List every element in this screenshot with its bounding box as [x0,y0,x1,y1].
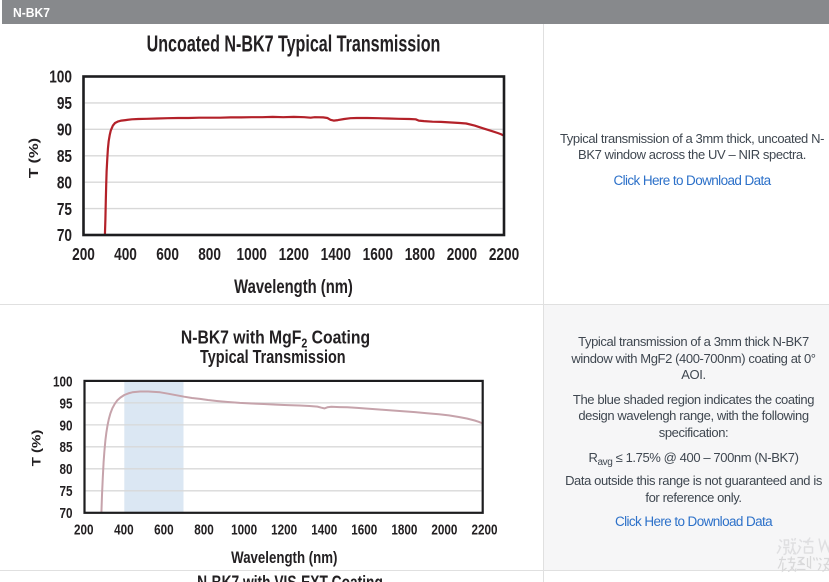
svg-text:100: 100 [53,373,73,390]
svg-text:Wavelength (nm): Wavelength (nm) [234,276,353,297]
svg-text:2200: 2200 [471,521,497,538]
svg-text:1800: 1800 [391,521,417,538]
svg-text:85: 85 [59,439,72,456]
svg-text:70: 70 [59,505,72,522]
svg-text:2000: 2000 [431,521,457,538]
svg-text:95: 95 [59,395,72,412]
svg-text:1400: 1400 [311,521,337,538]
svg-text:400: 400 [114,246,137,265]
svg-text:1400: 1400 [321,246,352,265]
svg-text:1000: 1000 [237,246,268,265]
svg-text:400: 400 [114,521,134,538]
svg-text:80: 80 [57,174,72,193]
svg-text:N-BK7 with VIS-EXT Coating: N-BK7 with VIS-EXT Coating [197,573,383,582]
svg-text:70: 70 [57,227,72,246]
svg-text:N-BK7 with MgF2 Coating: N-BK7 with MgF2 Coating [181,326,370,350]
svg-text:100: 100 [49,68,72,87]
svg-text:Wavelength (nm): Wavelength (nm) [231,548,337,567]
svg-text:1000: 1000 [231,521,257,538]
svg-text:600: 600 [156,246,179,265]
svg-text:1200: 1200 [271,521,297,538]
svg-text:800: 800 [198,246,221,265]
svg-text:2200: 2200 [489,246,520,265]
svg-text:75: 75 [59,483,72,500]
svg-text:600: 600 [154,521,174,538]
svg-text:1600: 1600 [351,521,377,538]
svg-text:90: 90 [57,121,72,140]
svg-text:T (%): T (%) [28,138,42,178]
svg-text:1800: 1800 [405,246,436,265]
svg-text:T (%): T (%) [30,430,43,467]
svg-text:90: 90 [59,417,72,434]
svg-text:Typical Transmission: Typical Transmission [200,346,346,367]
svg-text:2000: 2000 [447,246,478,265]
svg-text:1600: 1600 [363,246,394,265]
svg-text:85: 85 [57,147,72,166]
svg-text:200: 200 [72,246,95,265]
svg-text:800: 800 [194,521,214,538]
svg-text:95: 95 [57,95,72,114]
svg-text:Uncoated N-BK7 Typical Transmi: Uncoated N-BK7 Typical Transmission [147,32,441,58]
svg-text:80: 80 [59,461,72,478]
svg-text:200: 200 [74,521,94,538]
svg-text:1200: 1200 [279,246,310,265]
svg-text:75: 75 [57,200,72,219]
